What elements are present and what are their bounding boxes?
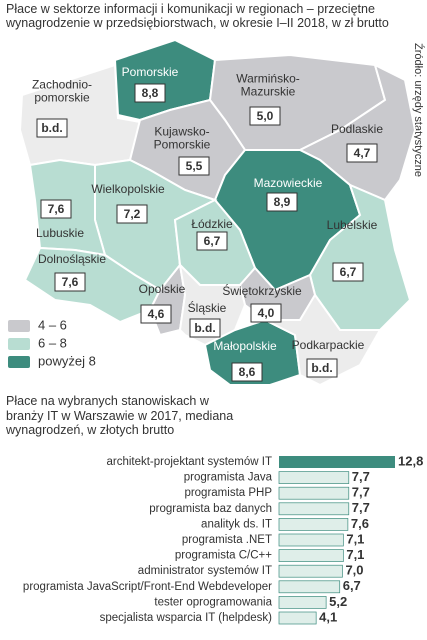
- value-label: 12,8: [398, 453, 423, 468]
- value-box: [249, 106, 281, 126]
- region-value: 8,8: [142, 86, 159, 100]
- legend-swatch: [8, 356, 30, 368]
- region-value: 4,7: [354, 146, 371, 160]
- value-label: 5,2: [329, 594, 347, 609]
- category-label: analityk ds. IT: [201, 518, 272, 530]
- category-label: programista JavaScript/Front-End Webdeve…: [23, 581, 272, 593]
- category-label: programista Java: [184, 472, 273, 484]
- value-box: [116, 204, 148, 224]
- category-label: architekt-projektant systemów IT: [106, 456, 272, 468]
- region-name: Opolskie: [139, 282, 186, 296]
- bar: [278, 486, 350, 500]
- value-label: 7,6: [351, 516, 369, 531]
- region-name: Warmińsko-: [236, 72, 300, 86]
- region-name: Śląskie: [188, 300, 227, 315]
- value-box: [178, 156, 210, 176]
- region-value: 7,6: [48, 202, 65, 216]
- region-name: Małopolskie: [213, 339, 277, 353]
- legend-swatch: [8, 338, 30, 350]
- region-name: Lubuskie: [36, 226, 84, 240]
- region-value: 5,0: [257, 109, 274, 123]
- value-box: [140, 304, 172, 324]
- value-label: 7,0: [345, 563, 363, 578]
- region-value: b.d.: [194, 321, 215, 335]
- bar: [278, 580, 341, 594]
- category-label: administrator systemów IT: [138, 565, 272, 577]
- value-label: 7,1: [346, 531, 364, 546]
- region-name: Mazowieckie: [254, 176, 323, 190]
- region-name: Pomorskie: [122, 65, 179, 79]
- region-name: Łódzkie: [191, 217, 233, 231]
- region-value: 7,6: [62, 275, 79, 289]
- category-label: tester oprogramowania: [154, 596, 272, 608]
- bar: [278, 533, 344, 547]
- value-box: [231, 362, 263, 382]
- legend-label: 4 – 6: [38, 317, 67, 332]
- value-box: [332, 262, 364, 282]
- bar: [278, 549, 344, 562]
- title: Płace w sektorze informacji i komunikacj…: [6, 2, 389, 30]
- region-name: Wielkopolskie: [91, 182, 165, 196]
- value-box: [134, 83, 166, 103]
- category-label: programista PHP: [184, 487, 272, 499]
- region-value: 8,6: [239, 365, 256, 379]
- region-name: Świętokrzyskie: [222, 283, 302, 298]
- value-box: [266, 192, 298, 212]
- region-value: 4,0: [258, 306, 275, 320]
- region-value: 4,6: [148, 307, 165, 321]
- region-name: Dolnośląskie: [38, 252, 106, 266]
- category-label: programista baz danych: [149, 503, 272, 515]
- value-label: 7,7: [352, 485, 370, 500]
- region-name: pomorskie: [34, 91, 90, 105]
- value-box: [189, 318, 221, 338]
- value-box: [54, 272, 86, 292]
- region-value: 6,7: [340, 265, 357, 279]
- region-name: Podkarpackie: [292, 338, 365, 352]
- category-label: programista C/C++: [175, 550, 272, 562]
- region-name: Pomorskie: [154, 138, 211, 152]
- value-box: [250, 303, 282, 323]
- bar: [278, 518, 349, 531]
- legend-label: 6 – 8: [38, 335, 67, 350]
- region-value: 8,9: [274, 195, 291, 209]
- bar: [278, 471, 350, 484]
- value-box: [36, 118, 68, 138]
- region-value: b.d.: [311, 361, 332, 375]
- region-name: Podlaskie: [331, 122, 383, 136]
- value-label: 4,1: [319, 609, 337, 624]
- category-label: programista .NET: [182, 534, 272, 546]
- legend-swatch: [8, 320, 30, 332]
- value-box: [346, 143, 378, 163]
- category-label: specjalista wsparcia IT (helpdesk): [100, 612, 273, 624]
- region-name: Zachodnio-: [32, 78, 92, 92]
- value-label: 7,7: [352, 500, 370, 515]
- region-value: b.d.: [41, 121, 62, 135]
- region-value: 5,5: [186, 159, 203, 173]
- value-box: [306, 358, 338, 378]
- value-label: 6,7: [343, 578, 361, 593]
- value-box: [40, 199, 72, 219]
- bar: [278, 564, 343, 578]
- region-name: Lubelskie: [327, 218, 378, 232]
- region-value: 7,2: [124, 207, 141, 221]
- value-label: 7,7: [352, 469, 370, 484]
- legend-label: powyżej 8: [38, 353, 96, 368]
- region-name: Kujawsko-: [154, 125, 209, 139]
- bar: [278, 502, 350, 516]
- region-value: 6,7: [204, 234, 221, 248]
- region: [264, 293, 382, 387]
- bar: [278, 611, 317, 625]
- chart-title: Płace na wybranych stanowiskach w branży…: [6, 394, 234, 437]
- region-name: Mazurskie: [241, 85, 296, 99]
- bar: [279, 456, 395, 468]
- value-label: 7,1: [346, 547, 364, 562]
- value-box: [196, 231, 228, 251]
- source: Źródło: urzędy statystyczne: [412, 43, 425, 177]
- bar: [278, 596, 327, 609]
